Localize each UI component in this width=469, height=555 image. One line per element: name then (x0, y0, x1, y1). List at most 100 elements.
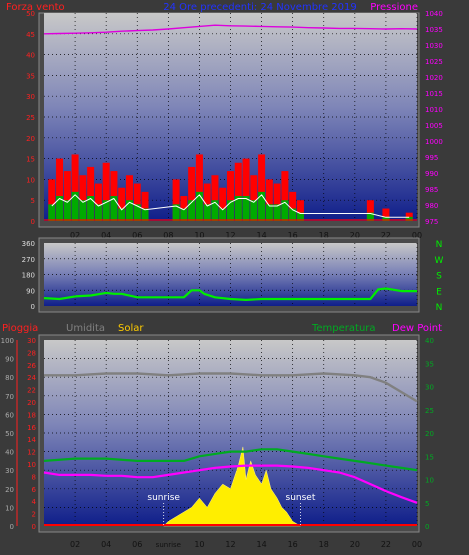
chart-date-title: 24 Ore precedenti: 24 Novembre 2019 (163, 2, 356, 13)
wind-max-bar (71, 154, 79, 221)
wind-tick-label: 50 (26, 10, 35, 18)
humidity-tick-label: 100 (1, 337, 14, 345)
wind-avg-bar (219, 208, 227, 221)
wind-avg-bar (188, 200, 196, 221)
rain-tick-label: 16 (27, 424, 36, 432)
time-tick-label: 08 (163, 231, 173, 240)
wind-avg-bar (242, 196, 250, 221)
pressure-tick-label: 975 (425, 218, 438, 226)
wind-max-bar (180, 196, 188, 221)
wind-max-bar (227, 171, 234, 221)
dew-point-line (43, 464, 418, 504)
pressure-tick-label: 1020 (425, 74, 443, 82)
wind-avg-bar (133, 204, 141, 221)
time-tick-label: 12 (225, 231, 235, 240)
direction-tick-label: 360 (22, 240, 35, 248)
time-tick-label: 18 (319, 231, 329, 240)
wind-avg-line (51, 194, 410, 218)
temperature-tick-label: 10 (425, 477, 434, 485)
rain-tick-label: 4 (32, 498, 37, 506)
temperature-tick-label: 30 (425, 384, 434, 392)
wind-max-bar (273, 183, 281, 221)
time-tick-label: 22 (381, 231, 391, 240)
wind-force-title: Forza vento (6, 2, 65, 13)
time-tick-label: 22 (381, 540, 391, 549)
wind-max-bar (87, 166, 95, 221)
wind-tick-label: 25 (26, 114, 35, 122)
humidity-tick-label: 50 (5, 430, 14, 438)
wind-max-bar (265, 179, 273, 221)
rain-tick-label: 10 (27, 461, 36, 469)
time-tick-label: 14 (256, 540, 266, 549)
temperature-title: Temperatura (311, 323, 376, 334)
rain-tick-label: 0 (32, 523, 36, 531)
rain-tick-label: 12 (27, 449, 36, 457)
rain-tick-label: 2 (32, 511, 36, 519)
compass-label: S (436, 272, 442, 282)
time-tick-label: 20 (350, 231, 360, 240)
wind-tick-label: 0 (31, 218, 35, 226)
temperature-line (43, 448, 418, 472)
solar-area (163, 446, 301, 527)
wind-avg-bar (195, 191, 203, 221)
rain-tick-label: 20 (27, 399, 36, 407)
time-tick-label: 18 (319, 540, 329, 549)
wind-max-bar (366, 200, 374, 221)
wind-avg-bar (211, 200, 219, 221)
wind-tick-label: 10 (26, 176, 35, 184)
compass-label: N (436, 303, 443, 313)
direction-line (43, 287, 417, 301)
wind-panel-grid (44, 13, 418, 221)
time-tick-label: sunrise (156, 541, 181, 549)
humidity-tick-label: 90 (5, 356, 14, 364)
wind-tick-label: 40 (26, 52, 35, 60)
wind-avg-bar (118, 208, 126, 221)
temperature-tick-label: 0 (425, 523, 429, 531)
wind-tick-label: 15 (26, 156, 35, 164)
solar-title: Solar (118, 323, 144, 334)
wind-avg-bar (180, 208, 188, 221)
wind-max-bar (79, 175, 87, 221)
wind-force-axis: 0 5 10 15 20 25 30 35 40 45 50 (26, 10, 35, 226)
wind-max-bar (133, 183, 141, 221)
direction-axis: 0 90 180 270 360 (22, 240, 35, 311)
dew-point-title: Dew Point (392, 323, 442, 334)
rain-tick-label: 30 (27, 337, 36, 345)
rain-tick-label: 18 (27, 411, 36, 419)
wind-avg-bar (250, 200, 258, 221)
wind-pressure-series (43, 24, 418, 221)
time-tick-label: 06 (132, 231, 142, 240)
rain-tick-label: 14 (27, 436, 36, 444)
wind-max-bar (289, 191, 297, 221)
direction-tick-label: 90 (26, 287, 35, 295)
wind-max-bar (203, 183, 211, 221)
time-tick-label: 20 (350, 540, 360, 549)
wind-max-bar (281, 171, 289, 221)
wind-max-bar (211, 175, 219, 221)
pressure-line (43, 24, 418, 35)
pressure-tick-label: 1025 (425, 58, 443, 66)
wind-avg-bar (227, 200, 234, 221)
temperature-tick-label: 25 (425, 407, 434, 415)
time-tick-label: 04 (101, 231, 111, 240)
wind-avg-bar (234, 196, 242, 221)
wind-avg-bar (94, 204, 102, 221)
pressure-tick-label: 1030 (425, 42, 443, 50)
temperature-tick-label: 15 (425, 453, 434, 461)
wind-avg-bar (125, 200, 133, 221)
wind-max-bar (195, 154, 203, 221)
wind-max-bar (48, 179, 56, 221)
rain-tick-label: 8 (32, 473, 36, 481)
pressure-tick-label: 1035 (425, 26, 443, 34)
wind-tick-label: 45 (26, 31, 35, 39)
direction-tick-label: 180 (22, 272, 35, 280)
wind-max-bar (258, 154, 266, 221)
wind-avg-bar (71, 191, 79, 221)
sunset-label: sunset (286, 493, 316, 503)
wind-avg-bar (281, 200, 289, 221)
time-tick-label: 12 (225, 540, 235, 549)
time-tick-label: 16 (288, 540, 298, 549)
wind-max-bar (56, 158, 64, 221)
wind-max-bar (219, 187, 227, 221)
